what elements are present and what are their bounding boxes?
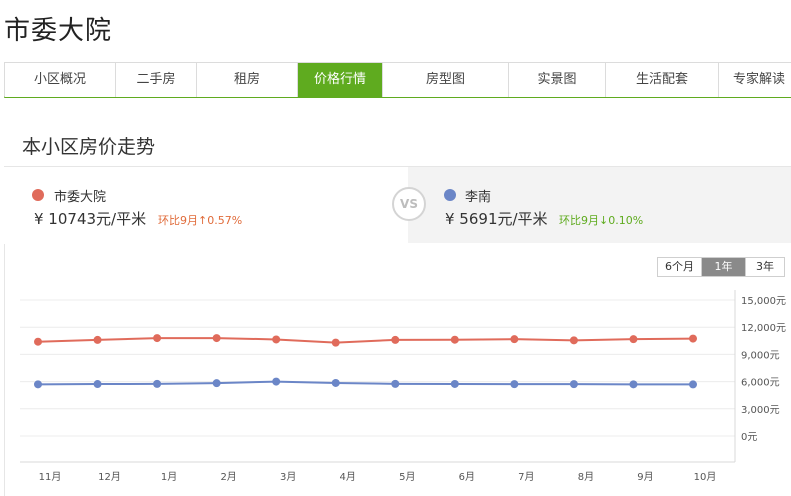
tab-price-trend[interactable]: 价格行情 bbox=[298, 63, 383, 97]
tab-rent[interactable]: 租房 bbox=[197, 63, 298, 97]
tab-photos[interactable]: 实景图 bbox=[509, 63, 606, 97]
area-price: ¥ 5691元/平米 bbox=[445, 210, 548, 228]
tab-floor-plans[interactable]: 房型图 bbox=[383, 63, 509, 97]
community-change: 环比9月↑0.57% bbox=[158, 214, 243, 227]
series-dot-icon bbox=[32, 189, 44, 201]
range-selector: 6个月 1年 3年 bbox=[657, 257, 785, 277]
vs-badge: VS bbox=[392, 187, 426, 221]
community-price: ¥ 10743元/平米 bbox=[34, 210, 147, 228]
compare-left: 市委大院 ¥ 10743元/平米 环比9月↑0.57% bbox=[4, 167, 408, 243]
tab-amenities[interactable]: 生活配套 bbox=[606, 63, 719, 97]
community-name: 市委大院 bbox=[54, 190, 107, 205]
range-3-years-button[interactable]: 3年 bbox=[746, 258, 784, 276]
section-title: 本小区房价走势 bbox=[22, 136, 156, 158]
area-change: 环比9月↓0.10% bbox=[559, 214, 644, 227]
price-chart-panel: 6个月 1年 3年 bbox=[4, 244, 791, 496]
area-name: 李南 bbox=[465, 190, 492, 205]
tab-second-hand[interactable]: 二手房 bbox=[116, 63, 197, 97]
tab-bar: 小区概况 二手房 租房 价格行情 房型图 实景图 生活配套 专家解读 bbox=[4, 62, 791, 98]
range-1-year-button[interactable]: 1年 bbox=[702, 258, 746, 276]
series-dot-icon bbox=[444, 189, 456, 201]
range-6-months-button[interactable]: 6个月 bbox=[658, 258, 702, 276]
page-title: 市委大院 bbox=[4, 16, 113, 46]
compare-right: 李南 ¥ 5691元/平米 环比9月↓0.10% bbox=[408, 167, 791, 243]
tab-overview[interactable]: 小区概况 bbox=[5, 63, 116, 97]
price-compare-panel: 市委大院 ¥ 10743元/平米 环比9月↑0.57% 李南 ¥ 5691元/平… bbox=[4, 166, 791, 243]
tab-expert-review[interactable]: 专家解读 bbox=[719, 63, 791, 97]
